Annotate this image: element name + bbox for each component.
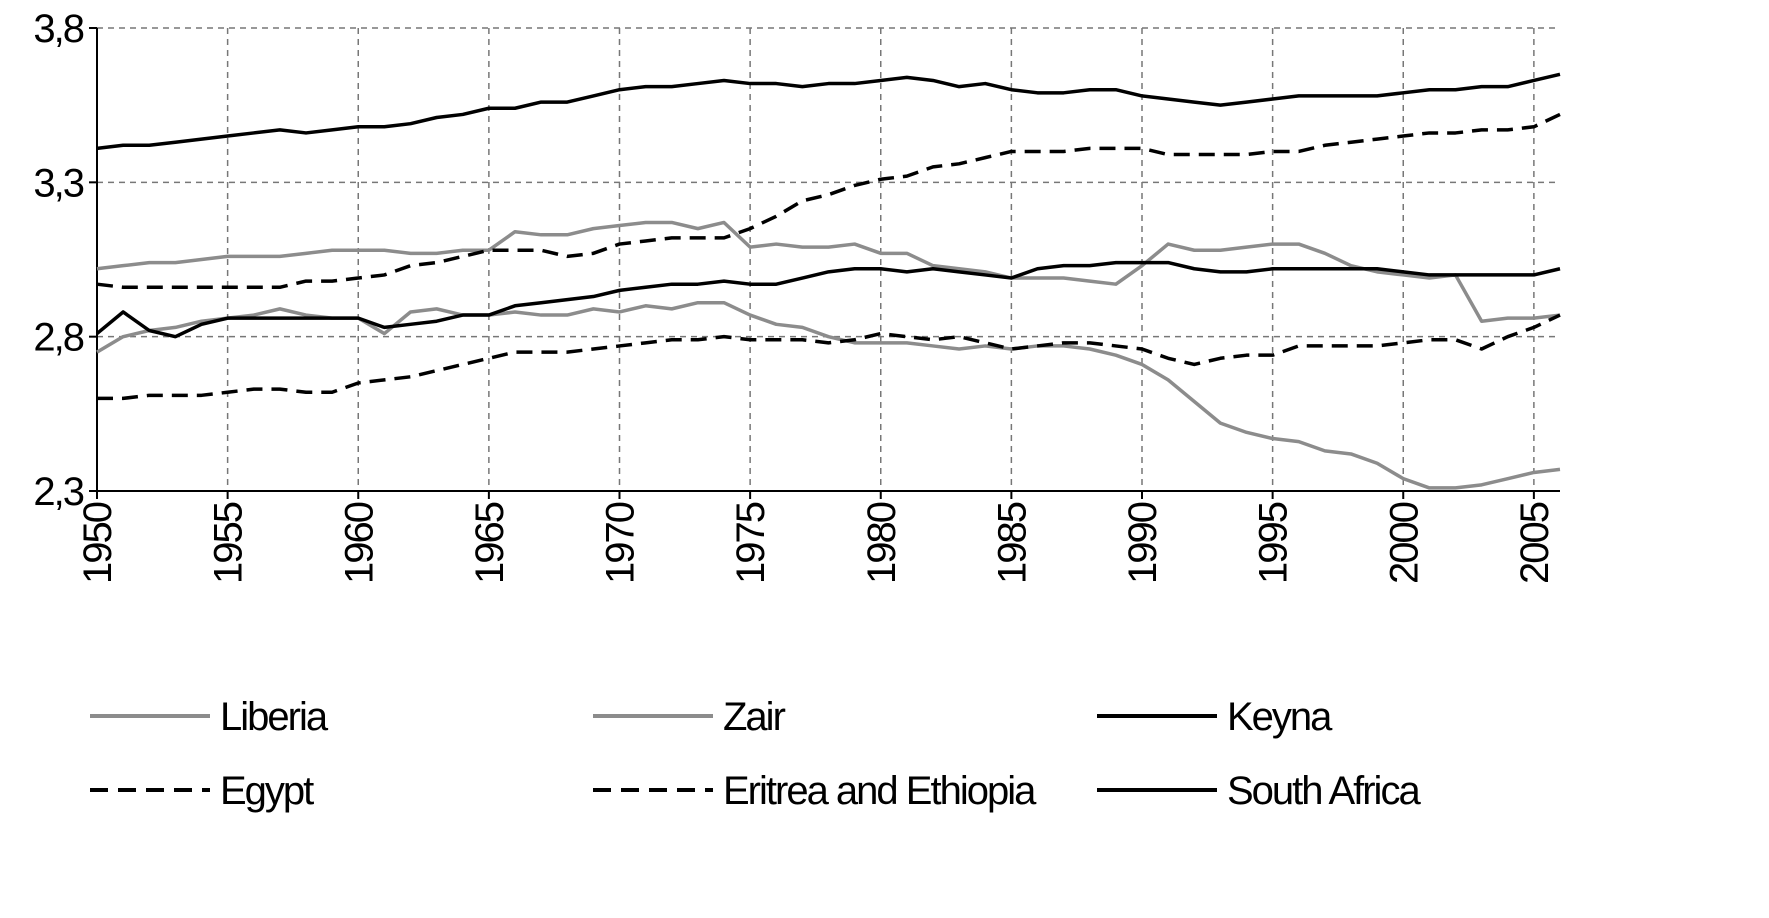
x-tick-label: 1975 (729, 502, 773, 584)
series-line (95, 260, 1561, 339)
legend-label: Eritrea and Ethiopia (723, 769, 1037, 813)
series-line (96, 72, 1561, 151)
series-line (96, 300, 1561, 490)
x-tick-label: 1995 (1252, 502, 1296, 584)
y-tick-label: 2,3 (33, 470, 83, 514)
series-line (97, 313, 1561, 401)
x-tick-label: 2000 (1382, 502, 1426, 584)
legend-label: Liberia (220, 695, 329, 739)
series-line (96, 220, 1561, 323)
x-tick-label: 1970 (599, 502, 643, 584)
x-tick-label: 1965 (468, 502, 512, 584)
legend-label: Zair (723, 695, 786, 739)
x-tick-label: 1960 (337, 502, 381, 584)
y-tick-label: 3,3 (33, 161, 83, 205)
x-tick-label: 1985 (990, 502, 1034, 584)
legend-label: Keyna (1227, 695, 1333, 739)
x-tick-label: 1990 (1121, 502, 1165, 584)
x-tick-label: 2005 (1513, 502, 1557, 584)
x-tick-label: 1950 (76, 502, 120, 584)
x-tick-label: 1980 (860, 502, 904, 584)
legend-label: South Africa (1227, 769, 1421, 813)
y-tick-label: 2,8 (33, 316, 83, 360)
y-tick-label: 3,8 (33, 7, 83, 51)
x-tick-label: 1955 (207, 502, 251, 584)
legend-label: Egypt (220, 769, 314, 813)
